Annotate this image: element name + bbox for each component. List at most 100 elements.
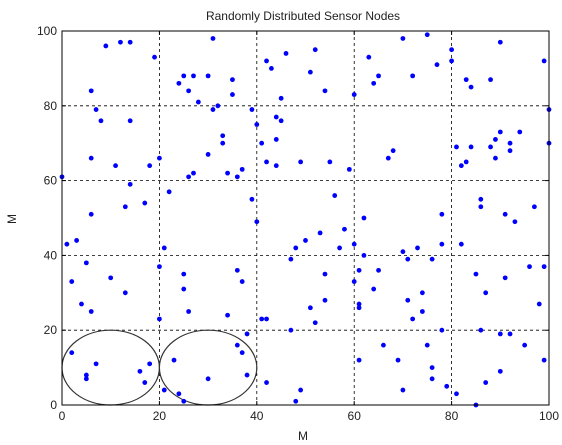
sensor-node-point <box>337 245 342 251</box>
sensor-node-point <box>488 77 493 83</box>
sensor-node-point <box>234 174 240 180</box>
sensor-node-point <box>483 380 489 385</box>
sensor-node-point <box>332 193 338 198</box>
sensor-node-point <box>230 77 235 83</box>
sensor-node-point <box>157 316 162 322</box>
sensor-node-point <box>400 387 406 393</box>
axis-ticks: 0 20 40 60 80 100 0 20 40 60 80 100 <box>37 24 559 423</box>
cluster-circle <box>61 329 160 406</box>
sensor-node-point <box>152 54 157 60</box>
sensor-node-point <box>410 73 416 79</box>
sensor-node-point <box>478 204 484 210</box>
sensor-node-point <box>449 58 454 64</box>
sensor-node-point <box>531 204 537 210</box>
sensor-node-point <box>322 271 328 277</box>
sensor-node-point <box>244 331 250 337</box>
chart-title: Randomly Distributed Sensor Nodes <box>206 9 400 23</box>
sensor-node-point <box>244 372 250 378</box>
sensor-node-point <box>239 166 245 172</box>
sensor-node-point <box>356 267 362 273</box>
sensor-node-point <box>225 170 230 176</box>
sensor-node-point <box>342 226 347 232</box>
sensor-node-point <box>497 368 503 374</box>
sensor-node-point <box>298 159 304 165</box>
x-tick-label: 100 <box>539 409 559 423</box>
sensor-node-point <box>186 309 192 314</box>
sensor-node-point <box>88 211 94 217</box>
y-tick-label: 0 <box>50 398 57 412</box>
sensor-node-point <box>186 174 192 180</box>
sensor-node-point <box>497 331 503 337</box>
sensor-node-point <box>312 47 318 53</box>
sensor-node-point <box>181 271 187 277</box>
sensor-node-point <box>468 84 474 90</box>
data-points <box>59 32 552 408</box>
sensor-node-point <box>317 230 323 236</box>
sensor-node-point <box>385 155 391 161</box>
sensor-node-point <box>390 148 396 154</box>
sensor-node-point <box>108 275 114 281</box>
sensor-node-point <box>195 99 201 105</box>
sensor-node-point <box>225 312 230 318</box>
sensor-node-point <box>361 253 367 258</box>
sensor-node-point <box>264 380 269 385</box>
sensor-node-point <box>346 166 352 172</box>
sensor-node-point <box>429 376 435 382</box>
sensor-node-point <box>395 357 401 363</box>
sensor-node-point <box>439 241 445 247</box>
sensor-node-point <box>127 181 133 187</box>
x-tick-label: 20 <box>153 409 167 423</box>
sensor-node-point <box>483 290 489 296</box>
sensor-node-point <box>376 267 381 273</box>
sensor-node-point <box>405 297 411 303</box>
sensor-node-point <box>249 196 255 202</box>
sensor-node-point <box>83 372 89 378</box>
sensor-node-point <box>118 39 123 45</box>
sensor-node-point <box>454 391 459 397</box>
cluster-circle <box>158 329 258 406</box>
sensor-node-point <box>166 189 172 195</box>
y-tick-label: 60 <box>44 174 58 188</box>
sensor-node-point <box>122 204 128 210</box>
sensor-node-point <box>541 264 547 270</box>
sensor-node-point <box>83 376 89 382</box>
sensor-node-point <box>103 43 109 49</box>
sensor-node-point <box>405 256 411 262</box>
sensor-node-point <box>410 316 416 322</box>
sensor-node-point <box>142 200 148 206</box>
sensor-node-point <box>88 88 94 94</box>
sensor-node-point <box>113 163 118 169</box>
sensor-node-point <box>176 80 182 86</box>
sensor-node-point <box>191 170 196 176</box>
sensor-node-point <box>191 73 196 79</box>
sensor-node-point <box>259 316 265 322</box>
sensor-node-point <box>161 387 167 393</box>
sensor-node-point <box>205 73 211 79</box>
sensor-node-point <box>303 238 308 243</box>
sensor-node-point <box>322 88 328 94</box>
sensor-node-point <box>69 279 75 284</box>
x-tick-label: 80 <box>445 409 459 423</box>
sensor-node-point <box>254 122 260 127</box>
sensor-node-point <box>488 144 493 150</box>
sensor-node-point <box>468 144 474 150</box>
sensor-node-point <box>439 327 445 333</box>
sensor-node-point <box>463 159 469 165</box>
sensor-node-point <box>220 133 226 139</box>
sensor-node-point <box>239 279 245 284</box>
sensor-node-point <box>371 286 377 292</box>
sensor-node-point <box>400 36 406 41</box>
x-tick-label: 0 <box>59 409 66 423</box>
sensor-node-point <box>127 39 133 45</box>
sensor-node-point <box>273 163 279 169</box>
sensor-node-point <box>137 368 143 374</box>
sensor-node-point <box>502 211 508 217</box>
sensor-node-point <box>254 219 260 225</box>
sensor-node-point <box>181 286 187 292</box>
sensor-node-point <box>293 245 299 251</box>
sensor-node-point <box>278 118 284 124</box>
y-tick-label: 20 <box>44 323 58 337</box>
sensor-node-point <box>497 39 503 45</box>
x-tick-label: 40 <box>250 409 264 423</box>
sensor-node-point <box>147 361 153 367</box>
